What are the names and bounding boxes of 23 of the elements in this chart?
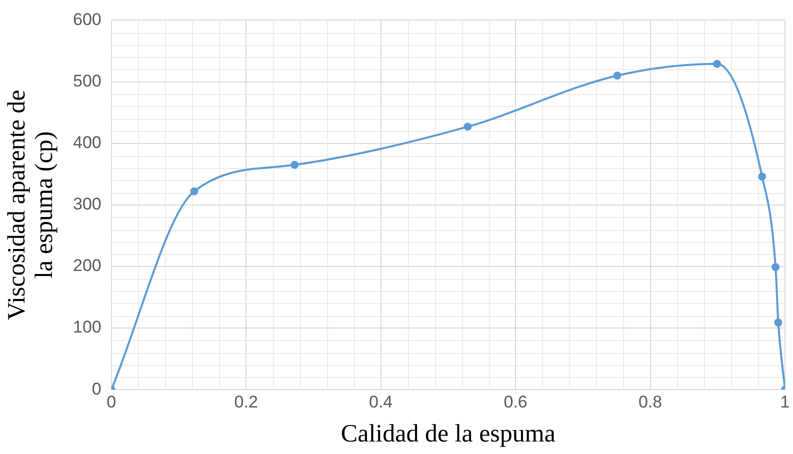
point	[613, 72, 622, 80]
point	[290, 160, 299, 169]
point	[712, 60, 721, 68]
y-tick-label: 600	[72, 10, 102, 29]
y-tick-label: 500	[72, 71, 102, 90]
x-tick-label: 0.4	[369, 392, 393, 412]
x-tick-label: 0	[106, 392, 116, 412]
y-axis-title: Viscosidad aparente de la espuma (cp)	[3, 90, 58, 320]
point	[772, 263, 780, 272]
point	[774, 318, 782, 326]
point	[758, 172, 766, 181]
y-tick-label: 400	[72, 133, 102, 152]
x-tick-label: 0.6	[504, 392, 528, 412]
y-tick-label: 0	[92, 379, 102, 398]
x-tick-label: 0.2	[234, 392, 258, 412]
point	[190, 187, 198, 196]
x-tick-label: 1	[780, 392, 790, 412]
x-axis-title: Calidad de la espuma	[340, 420, 556, 448]
y-tick-label: 300	[72, 194, 102, 214]
x-tick-label: 0.8	[638, 392, 662, 412]
point	[464, 122, 472, 131]
y-tick-label: 100	[72, 318, 102, 337]
y-tick-label: 200	[72, 256, 102, 276]
